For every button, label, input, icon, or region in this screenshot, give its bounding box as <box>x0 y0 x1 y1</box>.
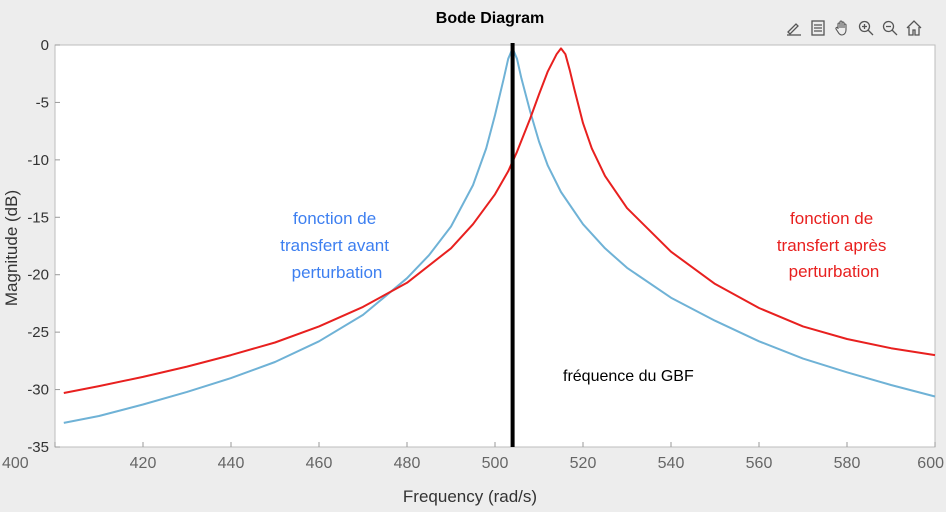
pan-button[interactable] <box>831 17 853 39</box>
legend-button[interactable] <box>807 17 829 39</box>
axes-toolbar <box>783 16 925 40</box>
y-tick-label: -35 <box>27 439 49 456</box>
series-line-after-perturbation <box>63 47 936 394</box>
x-tick-label: 600 <box>917 455 944 472</box>
annotation-after-perturbation: fonction de transfert après perturbation <box>777 209 891 281</box>
brush-icon <box>787 23 801 36</box>
y-axis-label: Magnitude (dB) <box>2 190 21 306</box>
annotation-before-line: fonction de <box>293 209 376 228</box>
annotation-gbf-frequency: fréquence du GBF <box>563 368 694 385</box>
x-axis: 400 420 440 460 480 500 520 540 560 580 600 <box>2 442 944 472</box>
y-tick-label: -10 <box>27 152 49 169</box>
zoom-in-button[interactable] <box>855 17 877 39</box>
brush-button[interactable] <box>783 17 805 39</box>
zoom-out-icon <box>882 20 898 36</box>
y-tick-label: -25 <box>27 324 49 341</box>
x-tick-label: 540 <box>658 455 685 472</box>
home-button[interactable] <box>903 17 925 39</box>
zoom-out-button[interactable] <box>879 17 901 39</box>
annotations: fonction de transfert avant perturbation… <box>280 209 891 385</box>
x-tick-label: 580 <box>834 455 861 472</box>
x-tick-label: 560 <box>746 455 773 472</box>
annotation-before-line: perturbation <box>292 263 383 282</box>
chart-title: Bode Diagram <box>436 10 544 27</box>
y-tick-label: -15 <box>27 209 49 226</box>
annotation-after-line: perturbation <box>789 262 880 281</box>
y-tick-label: -30 <box>27 382 49 399</box>
x-axis-label: Frequency (rad/s) <box>403 487 537 506</box>
x-tick-label: 440 <box>218 455 245 472</box>
annotation-before-perturbation: fonction de transfert avant perturbation <box>280 209 393 282</box>
y-tick-label: -5 <box>36 94 49 111</box>
y-tick-label: -20 <box>27 267 49 284</box>
x-tick-label: 520 <box>570 455 597 472</box>
x-tick-label: 420 <box>130 455 157 472</box>
annotation-after-line: transfert après <box>777 236 887 255</box>
x-tick-label: 460 <box>306 455 333 472</box>
legend-icon <box>811 20 825 36</box>
zoom-in-icon <box>858 20 874 36</box>
y-tick-label: 0 <box>41 37 49 54</box>
y-axis: 0 -5 -10 -15 -20 -25 -30 -35 <box>27 37 60 456</box>
annotation-before-line: transfert avant <box>280 236 389 255</box>
pan-icon <box>835 20 847 36</box>
home-icon <box>906 20 922 36</box>
x-tick-label: 480 <box>394 455 421 472</box>
x-tick-label: 500 <box>482 455 509 472</box>
x-tick-label: 400 <box>2 455 29 472</box>
annotation-after-line: fonction de <box>790 209 873 228</box>
